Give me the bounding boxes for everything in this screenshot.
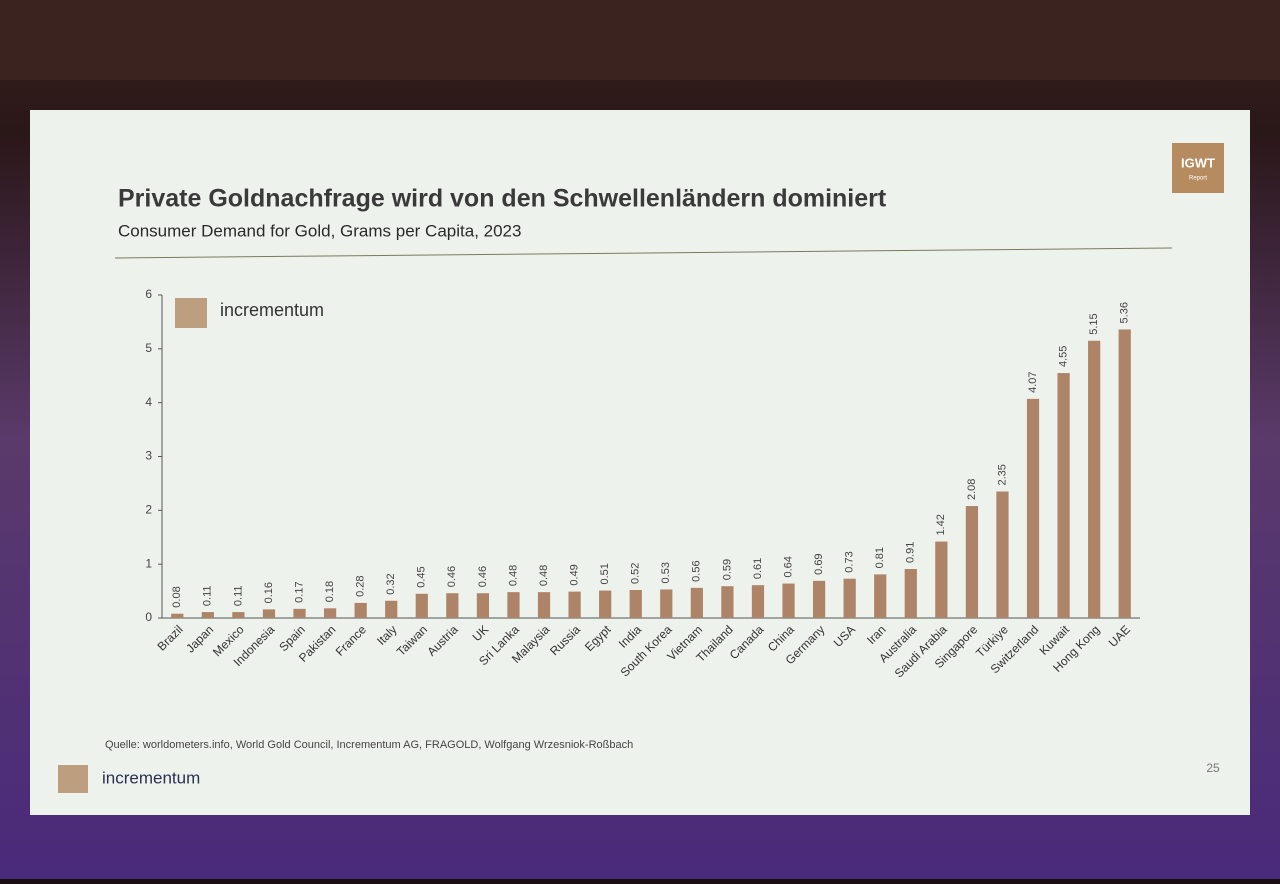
- value-label: 0.11: [232, 585, 244, 606]
- value-label: 0.46: [446, 566, 458, 587]
- value-label: 2.08: [966, 479, 978, 500]
- y-tick-label: 3: [145, 449, 152, 463]
- value-label: 4.55: [1058, 346, 1070, 367]
- value-label: 0.49: [569, 564, 581, 585]
- value-label: 4.07: [1027, 371, 1039, 392]
- value-label: 0.59: [721, 559, 733, 580]
- bar: [507, 592, 520, 618]
- page-number: 25: [1206, 761, 1220, 775]
- y-tick-label: 0: [145, 610, 152, 624]
- bar: [935, 541, 948, 618]
- value-label: 0.81: [874, 547, 886, 568]
- value-label: 5.36: [1119, 302, 1131, 323]
- badge-text: IGWT: [1181, 155, 1215, 170]
- title: Private Goldnachfrage wird von den Schwe…: [118, 185, 887, 213]
- bar: [476, 593, 490, 618]
- value-label: 0.64: [782, 556, 794, 577]
- bar: [965, 506, 979, 618]
- value-label: 0.53: [660, 562, 672, 583]
- slide: [30, 110, 1250, 815]
- value-label: 0.73: [844, 551, 856, 572]
- value-label: 0.48: [538, 565, 550, 586]
- chart-logo: [175, 298, 207, 328]
- bar: [996, 491, 1009, 618]
- bar: [1088, 340, 1101, 618]
- title-rule: [114, 247, 1173, 259]
- bar: [874, 574, 887, 618]
- value-label: 0.56: [691, 560, 703, 581]
- value-label: 0.11: [202, 585, 214, 606]
- y-tick-label: 6: [145, 287, 152, 301]
- value-label: 1.42: [935, 514, 947, 535]
- curtain: [0, 0, 1280, 80]
- value-label: 0.17: [293, 581, 305, 602]
- bar: [446, 593, 459, 618]
- y-tick-label: 4: [145, 395, 152, 409]
- bar: [232, 612, 245, 618]
- value-label: 0.16: [263, 582, 275, 603]
- value-label: 5.15: [1088, 313, 1100, 334]
- bar: [537, 592, 551, 618]
- value-label: 0.18: [324, 581, 336, 602]
- value-label: 0.48: [507, 565, 519, 586]
- bar: [1057, 373, 1070, 618]
- bar: [751, 585, 765, 618]
- value-label: 0.69: [813, 553, 825, 574]
- source: Quelle: worldometers.info, World Gold Co…: [105, 739, 633, 751]
- footer-brand: incrementum: [102, 768, 200, 787]
- bar: [323, 608, 337, 618]
- bar: [293, 608, 306, 618]
- value-label: 0.52: [630, 563, 642, 584]
- bar: [782, 583, 795, 618]
- y-tick-label: 5: [145, 341, 152, 355]
- value-label: 0.46: [477, 566, 489, 587]
- footer-logo: [58, 765, 88, 793]
- bar: [629, 590, 642, 618]
- bar: [812, 580, 826, 618]
- chart-brand: incrementum: [220, 300, 324, 320]
- value-label: 0.32: [385, 573, 397, 594]
- subtitle: Consumer Demand for Gold, Grams per Capi…: [118, 221, 521, 240]
- bar: [171, 613, 184, 618]
- bar: [568, 591, 581, 618]
- value-label: 0.08: [171, 586, 183, 607]
- value-label: 0.61: [752, 558, 764, 579]
- badge: [1172, 143, 1224, 193]
- bar: [721, 586, 734, 618]
- bar: [201, 612, 214, 618]
- value-label: 0.45: [416, 566, 428, 587]
- bar: [843, 578, 856, 618]
- value-label: 2.35: [996, 464, 1008, 485]
- badge-subtext: Report: [1189, 176, 1207, 182]
- bar: [1118, 329, 1131, 618]
- bar: [415, 593, 428, 618]
- bar: [690, 587, 703, 618]
- value-label: 0.51: [599, 563, 611, 584]
- bar: [660, 589, 673, 618]
- bar: [354, 602, 367, 618]
- bar: [262, 609, 276, 618]
- y-tick-label: 1: [145, 556, 152, 570]
- y-tick-label: 2: [145, 503, 152, 517]
- bar: [1026, 398, 1040, 618]
- bar: [904, 569, 917, 618]
- value-label: 0.91: [905, 542, 917, 563]
- bar: [385, 600, 398, 618]
- value-label: 0.28: [355, 576, 367, 597]
- bar: [599, 590, 612, 618]
